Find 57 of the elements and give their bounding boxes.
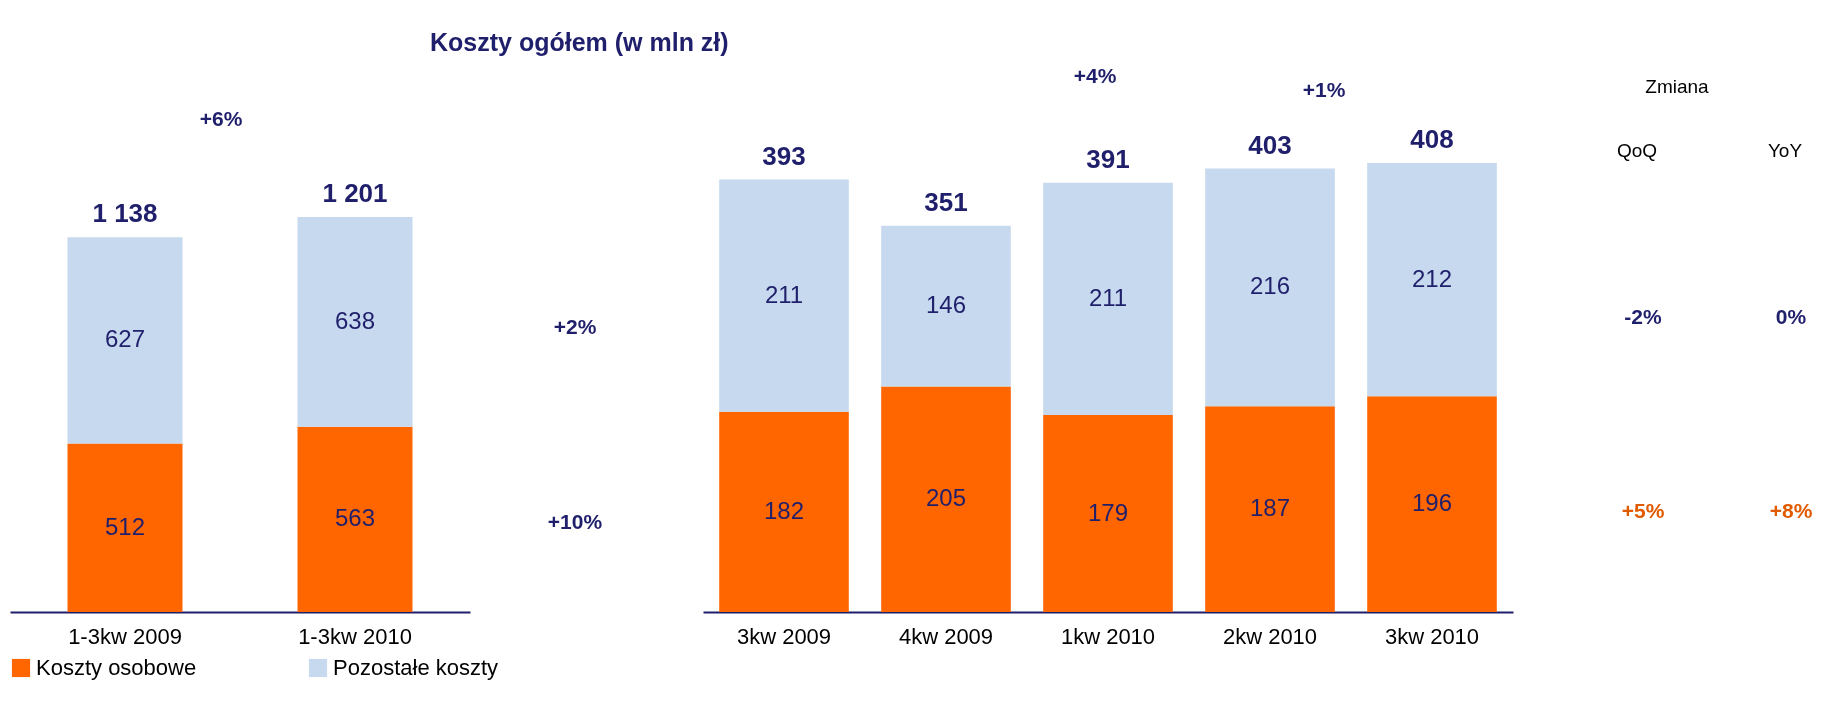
text: +1% — [1302, 78, 1346, 101]
data-label: 212 — [1411, 264, 1453, 292]
bar — [67, 443, 183, 612]
text: QoQ — [1616, 140, 1658, 161]
total-label: 393 — [762, 140, 806, 171]
data-label: 179 — [1087, 498, 1129, 526]
data-label: 187 — [1249, 494, 1291, 522]
bar — [881, 225, 1011, 387]
x-tick-label: 2kw 2010 — [1222, 623, 1318, 649]
bar — [719, 411, 849, 612]
data-label: 627 — [104, 325, 146, 353]
bar — [1043, 182, 1173, 416]
text: +6% — [199, 107, 243, 130]
bar — [1043, 415, 1173, 612]
bar — [719, 179, 849, 412]
bar — [1205, 168, 1335, 407]
text: +5% — [1621, 499, 1665, 522]
text: -2% — [1624, 305, 1662, 328]
text: +2% — [553, 315, 597, 338]
text: +4% — [1073, 64, 1117, 87]
total-label: 351 — [924, 186, 968, 217]
data-label: 146 — [925, 291, 967, 319]
x-tick-label: 1-3kw 2010 — [298, 623, 412, 649]
x-tick-label: 3kw 2009 — [736, 623, 832, 649]
total-label: 1 138 — [92, 198, 158, 229]
bar — [1367, 396, 1497, 612]
text: YoY — [1767, 140, 1803, 161]
total-label: 1 201 — [322, 177, 388, 208]
x-tick-label: 1kw 2010 — [1060, 623, 1156, 649]
data-label: 512 — [104, 512, 146, 540]
bar — [1205, 406, 1335, 612]
legend-label: Koszty osobowe — [36, 655, 197, 680]
text: Zmiana — [1645, 76, 1710, 97]
data-label: 638 — [334, 306, 376, 334]
data-label: 196 — [1411, 489, 1453, 517]
legend-label: Pozostałe koszty — [333, 655, 499, 680]
data-label: 182 — [763, 496, 805, 524]
text: +10% — [547, 510, 603, 533]
bar — [297, 426, 413, 612]
data-label: 211 — [764, 280, 804, 308]
bar — [297, 216, 413, 427]
x-tick-label: 4kw 2009 — [898, 623, 994, 649]
data-label: 205 — [925, 484, 967, 512]
total-label: 408 — [1410, 124, 1454, 155]
data-label: 563 — [334, 504, 376, 532]
data-label: 211 — [1088, 283, 1128, 311]
x-tick-label: 1-3kw 2009 — [68, 623, 182, 649]
total-label: 391 — [1086, 143, 1130, 174]
text: +8% — [1769, 499, 1813, 522]
bar — [1367, 163, 1497, 397]
text: Koszty ogółem (w mln zł) — [430, 28, 729, 57]
bar — [881, 386, 1011, 612]
x-tick-label: 3kw 2010 — [1384, 623, 1480, 649]
data-label: 216 — [1249, 272, 1291, 300]
total-label: 403 — [1248, 129, 1292, 160]
text: 0% — [1775, 305, 1807, 328]
bar — [67, 237, 183, 444]
